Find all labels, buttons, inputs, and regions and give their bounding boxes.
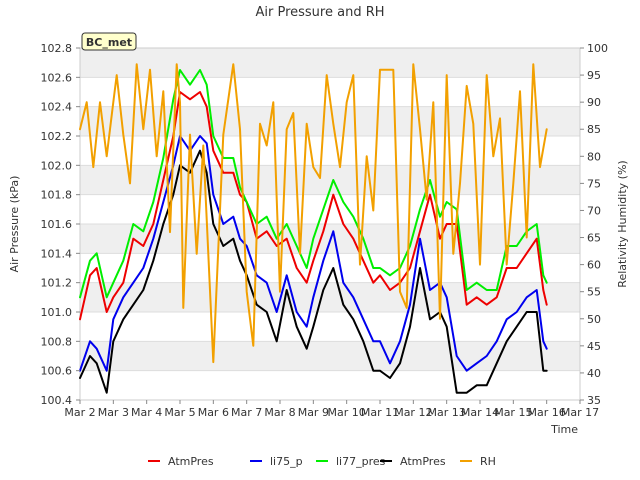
x-tick-label: Mar 5 <box>164 406 195 419</box>
series-line-atmpres-0 <box>79 91 548 321</box>
grid-band <box>80 282 580 312</box>
x-tick-label: Mar 6 <box>198 406 229 419</box>
x-tick-label: Mar 14 <box>461 406 499 419</box>
y-right-tick-label: 95 <box>587 69 601 82</box>
y-axis-left-label: Air Pressure (kPa) <box>8 176 21 273</box>
y-left-tick-label: 101.6 <box>41 218 73 231</box>
x-axis-ticks: Mar 2 Mar 3 Mar 4 Mar 5 Mar 6 Mar 7 Mar 8 Mar 9… <box>64 400 599 419</box>
y-right-tick-label: 50 <box>587 313 601 326</box>
chart-title: Air Pressure and RH <box>255 5 384 20</box>
x-tick-label: Mar 2 <box>64 406 95 419</box>
y-right-tick-label: 60 <box>587 259 601 272</box>
x-tick-label: Mar 13 <box>428 406 466 419</box>
series-line-li77-pres-2 <box>79 69 548 299</box>
y-right-tick-label: 40 <box>587 367 601 380</box>
y-left-tick-label: 102.2 <box>41 130 73 143</box>
x-tick-label: Mar 8 <box>264 406 295 419</box>
series-layer <box>79 63 548 394</box>
site-label-box: BC_met <box>81 32 137 51</box>
x-tick-label: Mar 17 <box>561 406 599 419</box>
grid-band <box>80 48 580 78</box>
legend-item: li77_pres <box>316 455 386 468</box>
legend-label: li75_p <box>270 455 303 468</box>
legend-item: AtmPres <box>380 455 446 468</box>
legend: AtmPres li75_p li77_pres AtmPres RH <box>148 455 496 468</box>
x-tick-label: Mar 11 <box>361 406 399 419</box>
x-tick-label: Mar 15 <box>494 406 532 419</box>
legend-item: AtmPres <box>148 455 214 468</box>
y-left-tick-label: 102.8 <box>41 42 73 55</box>
y-left-tick-label: 100.6 <box>41 365 73 378</box>
y-right-tick-label: 35 <box>587 394 601 407</box>
y-right-tick-label: 85 <box>587 123 601 136</box>
y-left-tick-label: 102.4 <box>41 101 73 114</box>
site-label: BC_met <box>86 36 132 49</box>
y-right-tick-label: 65 <box>587 232 601 245</box>
y-right-tick-label: 90 <box>587 96 601 109</box>
x-tick-label: Mar 16 <box>528 406 566 419</box>
x-tick-label: Mar 10 <box>328 406 366 419</box>
y-axis-left-ticks: 100.4 100.6 100.8 101.0 101.2 101.4 101.6 101.8… <box>41 42 80 407</box>
legend-label: RH <box>480 455 496 468</box>
y-left-tick-label: 101.8 <box>41 189 73 202</box>
y-right-tick-label: 100 <box>587 42 608 55</box>
legend-label: AtmPres <box>168 455 214 468</box>
y-axis-right-ticks: 35 40 45 50 55 60 65 70 75 80 85 90 95 100 <box>580 42 608 407</box>
x-tick-label: Mar 3 <box>98 406 129 419</box>
x-axis-label: Time <box>550 423 578 436</box>
y-right-tick-label: 80 <box>587 150 601 163</box>
y-right-tick-label: 55 <box>587 286 601 299</box>
legend-label: AtmPres <box>400 455 446 468</box>
series-line-li75-p-1 <box>79 135 548 372</box>
x-tick-label: Mar 12 <box>394 406 432 419</box>
y-left-tick-label: 100.8 <box>41 335 73 348</box>
x-tick-label: Mar 9 <box>298 406 329 419</box>
x-tick-label: Mar 7 <box>231 406 262 419</box>
legend-item: RH <box>460 455 496 468</box>
y-left-tick-label: 101.2 <box>41 277 73 290</box>
legend-item: li75_p <box>250 455 303 468</box>
series-line-rh-4 <box>79 63 548 364</box>
y-left-tick-label: 101.0 <box>41 306 73 319</box>
y-left-tick-label: 102.0 <box>41 159 73 172</box>
y-left-tick-label: 101.4 <box>41 247 73 260</box>
y-left-tick-label: 102.6 <box>41 71 73 84</box>
y-axis-right-label: Relativity Humidity (%) <box>616 160 629 287</box>
y-right-tick-label: 70 <box>587 204 601 217</box>
x-tick-label: Mar 4 <box>131 406 162 419</box>
series-line-atmpres-3 <box>79 149 548 394</box>
legend-label: li77_pres <box>336 455 386 468</box>
y-right-tick-label: 75 <box>587 177 601 190</box>
y-right-tick-label: 45 <box>587 340 601 353</box>
y-left-tick-label: 100.4 <box>41 394 73 407</box>
